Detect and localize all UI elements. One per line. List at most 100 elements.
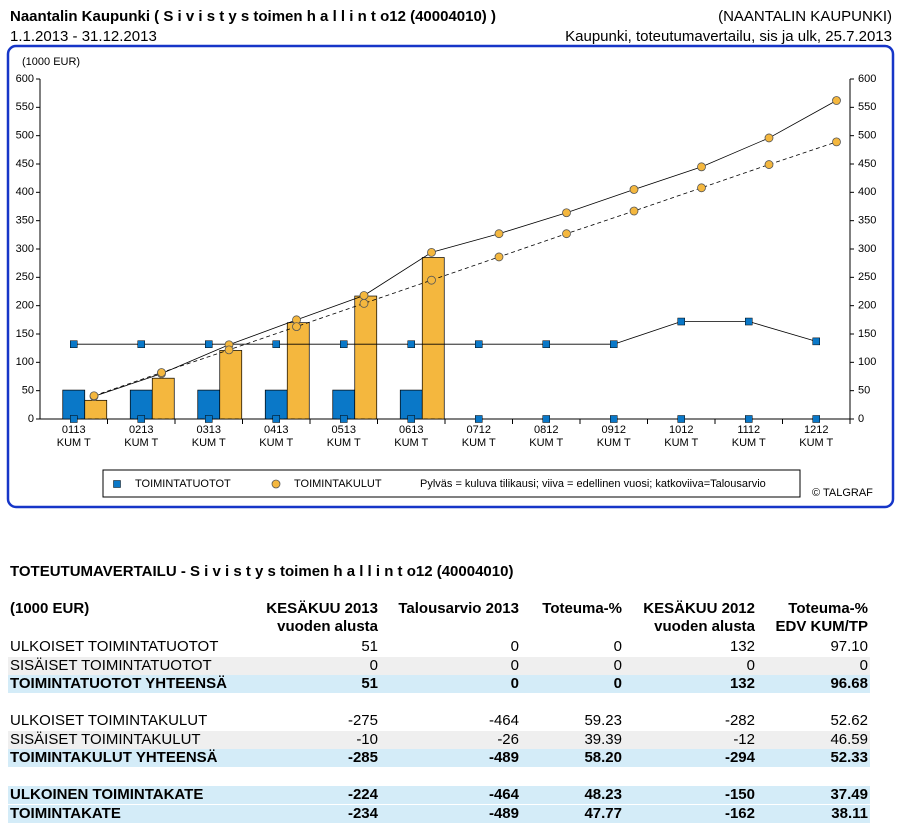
period: 1.1.2013 - 31.12.2013 [10, 28, 157, 45]
table-cell: -282 [724, 712, 755, 729]
x-tick-suffix: KUM T [732, 437, 766, 449]
previous_year-marker [427, 247, 436, 257]
column-header: Toteuma-% [788, 600, 868, 617]
budget-marker [475, 415, 483, 423]
y-tick-label-right: 450 [858, 158, 876, 170]
x-tick-label: 0113 [62, 424, 86, 436]
table-row [8, 804, 870, 823]
table-cell: -285 [347, 749, 378, 766]
y-tick-label-right: 500 [858, 130, 876, 142]
budget-marker [542, 415, 550, 423]
x-tick-label: 0313 [197, 424, 221, 436]
budget-marker [494, 252, 504, 262]
previous_year-marker [475, 340, 483, 348]
table-cell: -464 [488, 786, 519, 803]
table-row [8, 749, 870, 767]
x-tick-label: 0812 [534, 424, 558, 436]
y-tick-label: 200 [16, 300, 34, 312]
column-header: Toteuma-% [542, 600, 622, 617]
table-cell: 59.23 [584, 712, 622, 729]
table-cell: -275 [347, 712, 378, 729]
table-cell: SISÄISET TOIMINTAKULUT [10, 730, 201, 748]
y-tick-label-right: 350 [858, 215, 876, 227]
previous_year-marker [340, 340, 348, 348]
previous_year-marker [407, 340, 415, 348]
column-header: EDV KUM/TP [775, 618, 868, 635]
column-header: KESÄKUU 2013 [266, 600, 378, 617]
legend-box [102, 469, 801, 498]
table-cell: 96.68 [830, 675, 868, 692]
budget-marker [137, 415, 145, 423]
table-cell: -294 [724, 749, 755, 766]
x-tick-suffix: KUM T [259, 437, 293, 449]
table-row [8, 675, 870, 693]
table-cell: 58.20 [584, 749, 622, 766]
previous_year-marker [629, 185, 639, 194]
bar [332, 389, 356, 420]
column-header: vuoden alusta [654, 618, 755, 635]
y-tick-label: 100 [16, 356, 34, 368]
table-cell: 51 [361, 675, 378, 692]
x-tick-label: 0613 [399, 424, 423, 436]
y-tick-label-right: 600 [858, 73, 876, 85]
y-tick-label: 150 [16, 328, 34, 340]
table-cell: 39.39 [584, 730, 622, 748]
previous_year-marker [494, 229, 504, 239]
y-tick-label-right: 50 [858, 385, 870, 397]
y-tick-label-right: 300 [858, 243, 876, 255]
y-tick-label-right: 250 [858, 271, 876, 283]
legend-marker [271, 479, 281, 489]
budget-marker [697, 183, 706, 193]
previous_year-marker [70, 340, 78, 348]
table-cell: ULKOISET TOIMINTATUOTOT [10, 638, 219, 655]
table-cell: -150 [724, 786, 755, 803]
table-cell: 132 [729, 638, 755, 655]
bar [286, 322, 310, 420]
bar [264, 389, 288, 420]
y-tick-label: 350 [16, 215, 34, 227]
table-cell: 0 [369, 656, 378, 674]
organization: (NAANTALIN KAUPUNKI) [718, 8, 892, 25]
table-cell: 38.11 [831, 804, 868, 822]
previous_year-marker [205, 340, 213, 348]
x-tick-suffix: KUM T [394, 437, 428, 449]
x-tick-label: 0513 [332, 424, 356, 436]
previous_year-marker [542, 340, 550, 348]
y-tick-label-right: 550 [858, 101, 876, 113]
budget-marker [562, 229, 571, 239]
previous_year-marker [812, 337, 820, 346]
previous_year-marker [764, 133, 774, 143]
table-cell: TOIMINTATUOTOT YHTEENSÄ [10, 675, 227, 692]
y-tick-label: 250 [16, 271, 34, 283]
bar [151, 377, 175, 420]
table-cell: 0 [613, 638, 622, 655]
y-tick-label: 50 [22, 385, 34, 397]
budget-marker [272, 415, 280, 423]
report-info: Kaupunki, toteutumavertailu, sis ja ulk,… [565, 28, 892, 45]
table-cell: 48.23 [584, 786, 622, 803]
x-tick-suffix: KUM T [664, 437, 698, 449]
table-cell: 52.33 [830, 749, 868, 766]
table-cell: TOIMINTAKATE [10, 804, 121, 822]
previous_year-line [73, 321, 817, 345]
budget-marker [359, 298, 369, 308]
y-tick-label-right: 100 [858, 356, 876, 368]
chart-frame [6, 44, 895, 509]
x-tick-suffix: KUM T [192, 437, 226, 449]
table-cell: 37.49 [830, 786, 868, 803]
table-cell: 0 [613, 675, 622, 692]
table-cell: 47.77 [584, 804, 622, 822]
legend-label: TOIMINTATUOTOT [135, 478, 231, 490]
bar [197, 389, 221, 420]
table-cell: 0 [859, 656, 868, 674]
table-cell: 0 [746, 656, 755, 674]
x-tick-suffix: KUM T [529, 437, 563, 449]
x-tick-suffix: KUM T [124, 437, 158, 449]
table-cell: -162 [724, 804, 755, 822]
y-tick-label: 0 [28, 413, 34, 425]
budget-marker [224, 345, 234, 355]
y-tick-label: 450 [16, 158, 34, 170]
x-tick-suffix: KUM T [597, 437, 631, 449]
y-tick-label-right: 150 [858, 328, 876, 340]
